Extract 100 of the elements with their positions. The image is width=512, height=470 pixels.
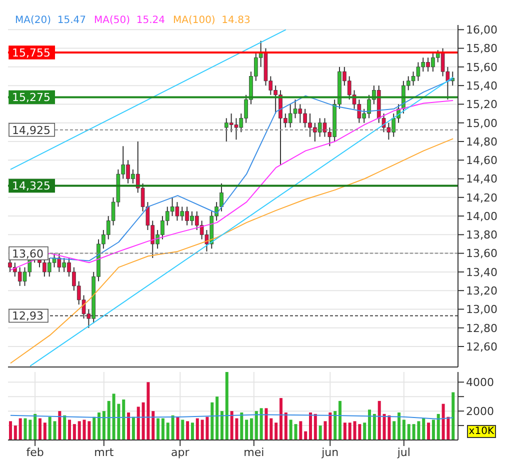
bar [402, 420, 406, 440]
bar [407, 424, 410, 440]
y-tick-label: 2000 [466, 404, 494, 418]
bar [304, 431, 308, 440]
y-tick-label: 16,00 [466, 24, 498, 37]
bar [14, 426, 17, 440]
y-tick-label: 15,00 [466, 116, 498, 130]
y-tick-label: 15,80 [466, 42, 498, 56]
y-tick-label: 13,80 [466, 228, 498, 242]
bar [127, 412, 130, 440]
ref-line-label: 15,275 [12, 91, 50, 104]
bar [398, 412, 401, 440]
bar [18, 418, 22, 440]
bar [348, 422, 352, 440]
bar [452, 392, 455, 440]
bar [225, 372, 228, 440]
bar [156, 418, 160, 440]
bar [196, 418, 199, 440]
bar [166, 422, 170, 440]
bar [343, 422, 346, 440]
y-tick-label: 13,60 [466, 247, 498, 260]
bar [152, 411, 155, 440]
x-tick-label: feb [26, 446, 44, 459]
bar [216, 396, 219, 440]
bar [309, 412, 312, 440]
bar [181, 420, 184, 440]
bar [245, 420, 248, 440]
y-tick-label: 15,60 [466, 60, 498, 74]
bar [48, 416, 52, 440]
y-tick-label: 14,60 [466, 154, 498, 168]
bar [34, 414, 37, 440]
bar [363, 422, 366, 440]
bar [68, 420, 72, 440]
x-tick-label: jul [396, 446, 410, 459]
bar [102, 411, 106, 440]
bar [436, 414, 440, 440]
bar [427, 422, 430, 440]
ref-line-label: 15,755 [12, 46, 50, 60]
bar [220, 411, 224, 440]
ref-line-label: 13,60 [12, 247, 44, 260]
y-axis-title: x10K [466, 425, 496, 438]
ref-line-label: 12,93 [12, 310, 44, 323]
bar [186, 421, 190, 440]
y-tick-label: 4000 [466, 376, 494, 390]
bar [136, 406, 140, 440]
bar [240, 412, 244, 440]
bar [432, 420, 435, 440]
bar [299, 421, 302, 440]
ref-line-label: 14,925 [12, 124, 50, 137]
bar [78, 421, 81, 440]
x-tick-label: jun [320, 446, 339, 459]
bar [270, 418, 273, 440]
y-tick-label: 15,20 [466, 98, 498, 112]
x-tick-label: apr [171, 446, 190, 459]
bar [122, 399, 126, 440]
y-tick-label: 13,20 [466, 284, 498, 298]
bar [372, 414, 376, 440]
bar [210, 402, 214, 440]
x-tick-label: mei [244, 446, 264, 459]
bar [161, 418, 164, 440]
bar [43, 422, 46, 440]
bar [250, 418, 253, 440]
text: MA(50) 15.24 [94, 15, 165, 26]
y-tick-label: 14,00 [466, 210, 498, 223]
bar [378, 400, 381, 440]
ref-line-label: 14,325 [12, 180, 50, 193]
bar [392, 421, 396, 440]
bar [190, 422, 194, 440]
text: MA(20) 15.47 [15, 15, 86, 26]
bar [132, 416, 135, 440]
bar [274, 422, 278, 440]
bar [9, 421, 12, 440]
y-tick-label: 13,40 [466, 266, 498, 279]
bar [254, 411, 258, 440]
bar [63, 415, 66, 440]
bar [284, 412, 288, 440]
bar [314, 414, 317, 440]
bar [72, 424, 76, 440]
x-tick-label: mrt [94, 446, 114, 459]
bar [176, 416, 180, 440]
bar [58, 411, 62, 440]
bar [98, 412, 101, 440]
bar [338, 400, 342, 440]
bar [422, 418, 426, 440]
bar [107, 400, 110, 440]
y-tick-label: 12,60 [466, 340, 498, 354]
bar [92, 416, 96, 440]
bar [260, 408, 263, 440]
y-tick-label: 14,20 [466, 191, 498, 204]
y-tick-label: 15,40 [466, 79, 498, 92]
y-tick-label: 12,80 [466, 322, 498, 335]
bar [334, 411, 337, 440]
bar [171, 415, 174, 440]
bar [264, 408, 268, 440]
bar [53, 421, 56, 440]
y-tick-label: 13,00 [466, 303, 498, 316]
bar [318, 426, 322, 440]
text: MA(100) 14.83 [172, 15, 250, 26]
bar [279, 398, 282, 440]
y-tick-label: 14,80 [466, 135, 498, 148]
